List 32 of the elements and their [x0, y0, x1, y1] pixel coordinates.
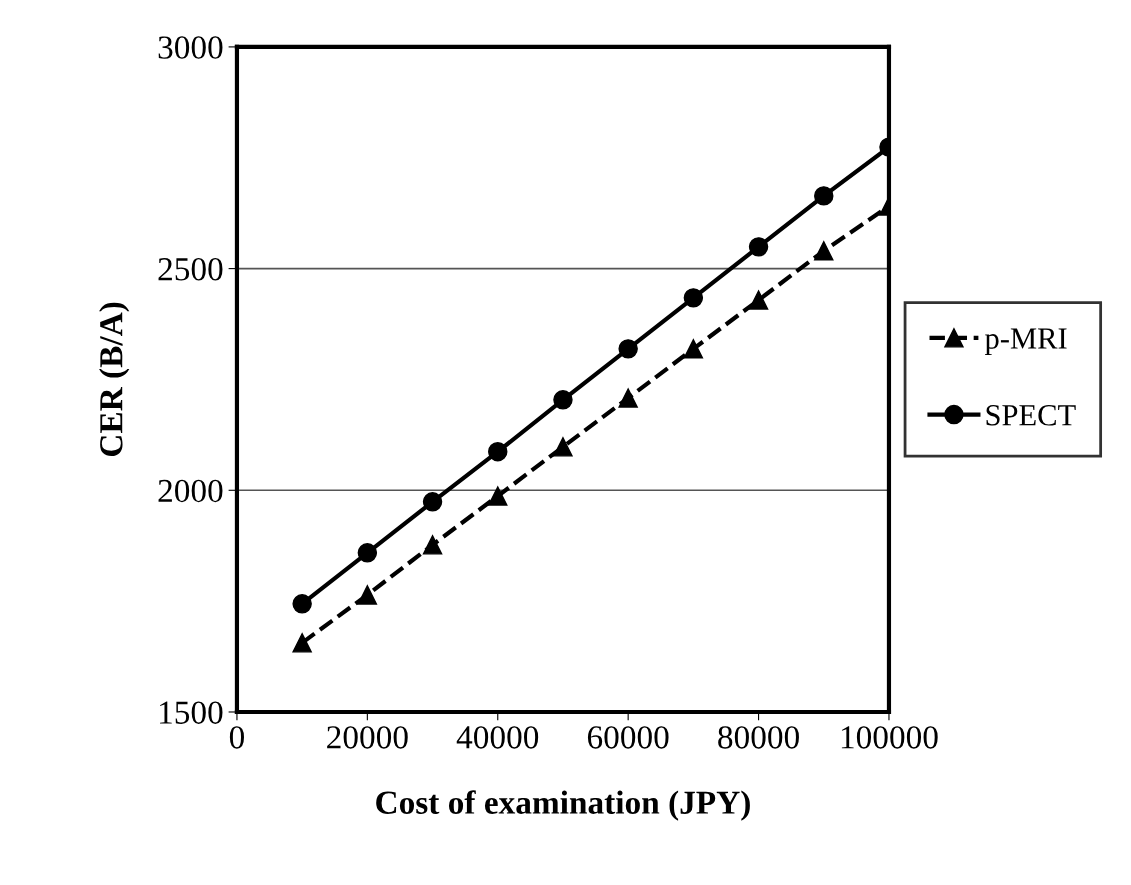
y-tick-label: 3000 [158, 36, 223, 59]
point [683, 339, 704, 359]
point [683, 288, 704, 308]
x-tick-label: 60000 [587, 726, 669, 749]
point [748, 290, 769, 310]
point [553, 437, 573, 457]
x-tick-label: 20000 [327, 726, 408, 749]
y-axis-title: CER (B/A) [99, 302, 130, 457]
y-tick-label: 1500 [160, 701, 223, 724]
x-tick-label: 40000 [456, 726, 539, 749]
legend-label: SPECT [986, 405, 1076, 426]
point [357, 543, 378, 563]
legend-label: p-MRI [985, 328, 1067, 355]
point [553, 390, 573, 410]
point [814, 241, 834, 261]
point [422, 535, 443, 555]
point [488, 441, 508, 462]
point [292, 633, 312, 653]
x-axis-title: Cost of examination (JPY) [376, 790, 750, 821]
point [618, 388, 638, 408]
x-tick-label: 0 [229, 726, 245, 749]
point [357, 585, 378, 605]
point [814, 186, 834, 206]
point [748, 237, 769, 257]
point [292, 594, 312, 614]
x-tick-label: 100000 [841, 726, 938, 749]
point [422, 492, 443, 512]
y-tick-label: 2000 [158, 479, 223, 503]
y-tick-label: 2500 [158, 258, 223, 281]
point [618, 339, 638, 359]
x-tick-label: 80000 [718, 726, 799, 749]
point [488, 486, 508, 506]
